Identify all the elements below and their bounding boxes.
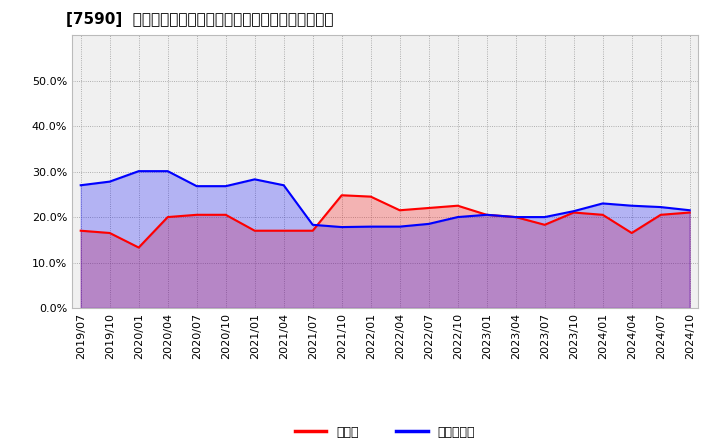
Legend: 現預金, 有利子負債: 現預金, 有利子負債 [290, 421, 480, 440]
Text: [7590]  現預金、有利子負債の総資産に対する比率の推移: [7590] 現預金、有利子負債の総資産に対する比率の推移 [66, 12, 333, 27]
